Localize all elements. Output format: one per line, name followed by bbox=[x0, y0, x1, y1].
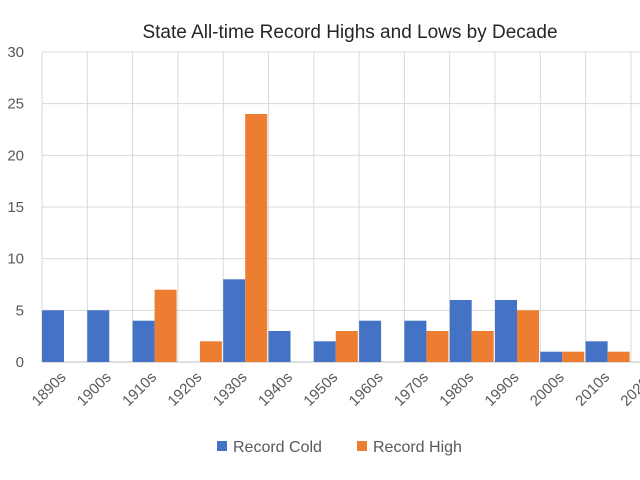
bar-record-cold-1930s bbox=[223, 279, 246, 362]
legend: Record Cold Record High bbox=[217, 439, 462, 456]
x-tick-label: 1940s bbox=[255, 369, 296, 410]
y-tick-label: 25 bbox=[7, 96, 24, 113]
bar-record-cold-1940s bbox=[268, 331, 291, 362]
bar-record-cold-1960s bbox=[359, 320, 382, 362]
x-tick-label: 1980s bbox=[436, 369, 477, 410]
bar-record-high-1910s bbox=[154, 289, 177, 362]
x-tick-label: 2010s bbox=[572, 369, 613, 410]
bar-record-cold-2000s bbox=[540, 351, 563, 362]
bar-record-high-1950s bbox=[335, 331, 358, 362]
y-tick-label: 0 bbox=[16, 354, 24, 371]
x-tick-label: 1990s bbox=[482, 369, 523, 410]
bar-record-cold-1990s bbox=[495, 300, 517, 362]
bar-record-cold-1890s bbox=[42, 310, 64, 362]
y-tick-label: 20 bbox=[7, 147, 24, 164]
bar-record-high-1990s bbox=[517, 310, 539, 362]
y-tick-label: 30 bbox=[7, 44, 24, 61]
x-tick-label: 1900s bbox=[74, 369, 115, 410]
bar-record-cold-1910s bbox=[132, 320, 155, 362]
bar-record-high-2000s bbox=[562, 351, 585, 362]
legend-swatch bbox=[357, 441, 367, 451]
bar-record-cold-1900s bbox=[87, 310, 110, 362]
x-tick-label: 1970s bbox=[391, 369, 432, 410]
x-axis-ticks: 1890s 1900s 1910s 1920s 1930s 1940s 1950s 1960s… bbox=[29, 369, 640, 410]
bar-record-high-1970s bbox=[426, 331, 449, 362]
y-tick-label: 5 bbox=[16, 302, 24, 319]
bar-record-high-1980s bbox=[471, 331, 494, 362]
bar-record-high-1920s bbox=[199, 341, 222, 362]
x-tick-label: 1910s bbox=[119, 369, 160, 410]
bar-record-cold-1980s bbox=[449, 300, 472, 362]
x-tick-label: 1950s bbox=[300, 369, 341, 410]
bar-record-high-2010s bbox=[607, 351, 630, 362]
x-tick-label: 1930s bbox=[210, 369, 251, 410]
x-tick-label: 1920s bbox=[164, 369, 205, 410]
x-tick-label: 2020s bbox=[617, 369, 640, 410]
x-tick-label: 1960s bbox=[346, 369, 387, 410]
legend-swatch bbox=[217, 441, 227, 451]
bar-record-cold-1950s bbox=[313, 341, 336, 362]
bar-record-cold-2010s bbox=[585, 341, 608, 362]
x-tick-label: 2000s bbox=[527, 369, 568, 410]
legend-label: Record High bbox=[373, 439, 462, 456]
grid bbox=[41, 51, 640, 363]
y-tick-label: 15 bbox=[7, 199, 24, 216]
y-axis-ticks: 0 5 10 15 20 25 30 bbox=[7, 44, 24, 371]
x-tick-label: 1890s bbox=[29, 369, 70, 410]
bar-record-high-1930s bbox=[245, 114, 268, 362]
legend-label: Record Cold bbox=[233, 439, 322, 456]
y-tick-label: 10 bbox=[7, 251, 24, 268]
bar-record-cold-1970s bbox=[404, 320, 427, 362]
bars bbox=[42, 114, 630, 362]
chart-title: State All-time Record Highs and Lows by … bbox=[142, 22, 557, 43]
